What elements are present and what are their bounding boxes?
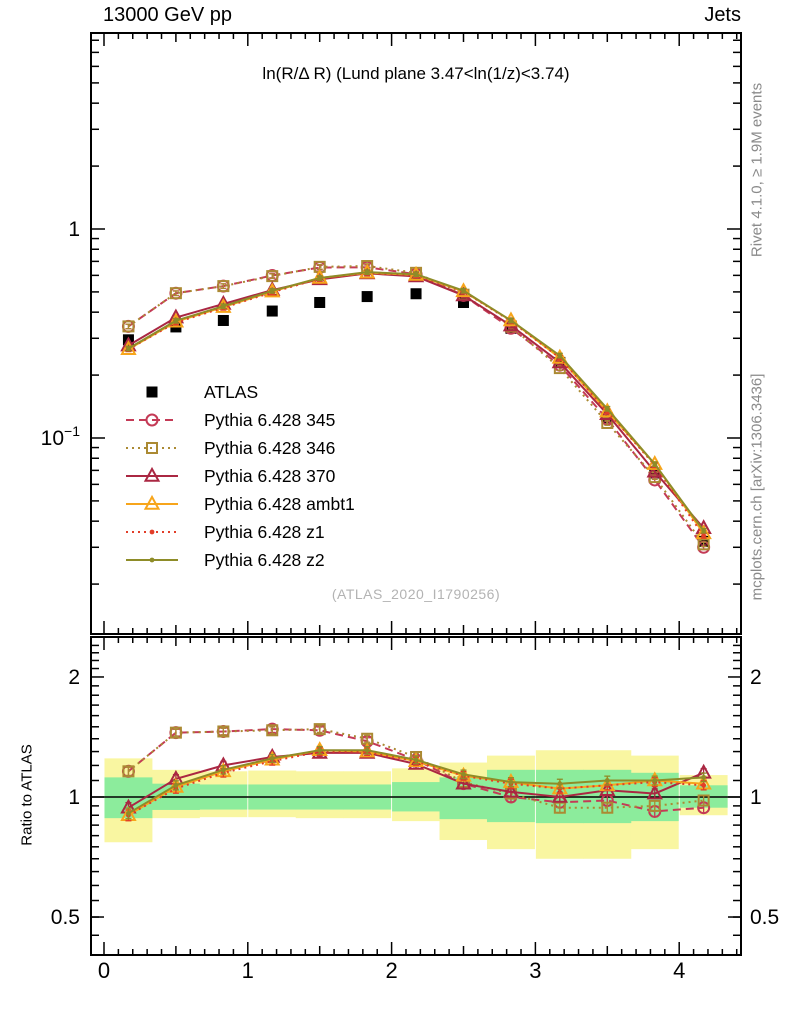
svg-text:2: 2: [68, 666, 80, 689]
svg-text:0.5: 0.5: [750, 906, 779, 929]
legend-item-atlas: ATLAS: [146, 382, 258, 402]
ratio-series: [120, 722, 712, 822]
legend-label-370: Pythia 6.428 370: [204, 466, 336, 486]
svg-text:10−1: 10−1: [41, 423, 81, 450]
legend-label-345: Pythia 6.428 345: [204, 410, 335, 430]
legend-item-ambt1: Pythia 6.428 ambt1: [126, 494, 355, 514]
axis-ticks: [92, 34, 740, 954]
legend-label-z2: Pythia 6.428 z2: [204, 550, 325, 570]
legend: ATLAS Pythia 6.428 345 Pythia 6.428 346 Pyt…: [126, 382, 355, 570]
analysis-id-watermark: (ATLAS_2020_I1790256): [331, 586, 501, 602]
legend-label-z1: Pythia 6.428 z1: [204, 522, 325, 542]
main-series-z2: [125, 269, 707, 534]
plot-frames: [90, 32, 742, 956]
axis-labels: 0 1 2 3 4 1 10−1 2 2 1 1 0.5 0.5: [41, 218, 780, 983]
legend-item-345: Pythia 6.428 345: [126, 410, 335, 430]
svg-text:2: 2: [750, 666, 762, 689]
svg-text:1: 1: [68, 786, 80, 809]
ratio-series-z2: [125, 745, 707, 820]
svg-text:1: 1: [68, 218, 80, 241]
main-series: [120, 260, 712, 554]
svg-text:1: 1: [242, 958, 254, 983]
legend-item-z1: Pythia 6.428 z1: [126, 522, 325, 542]
analysis-topic-label: Jets: [704, 4, 741, 26]
beam-energy-label: 13000 GeV pp: [103, 4, 232, 26]
plot-title: ln(R/Δ R) (Lund plane 3.47<ln(1/z)<3.74): [262, 64, 570, 83]
svg-text:1: 1: [750, 786, 762, 809]
legend-item-z2: Pythia 6.428 z2: [126, 550, 325, 570]
svg-text:0.5: 0.5: [51, 906, 80, 929]
legend-item-346: Pythia 6.428 346: [126, 438, 335, 458]
legend-label-ambt1: Pythia 6.428 ambt1: [204, 494, 355, 514]
legend-label-atlas: ATLAS: [204, 382, 258, 402]
legend-item-370: Pythia 6.428 370: [126, 466, 336, 486]
legend-label-346: Pythia 6.428 346: [204, 438, 335, 458]
svg-text:2: 2: [385, 958, 397, 983]
svg-text:3: 3: [529, 958, 541, 983]
svg-text:4: 4: [673, 958, 685, 983]
svg-text:0: 0: [98, 958, 110, 983]
